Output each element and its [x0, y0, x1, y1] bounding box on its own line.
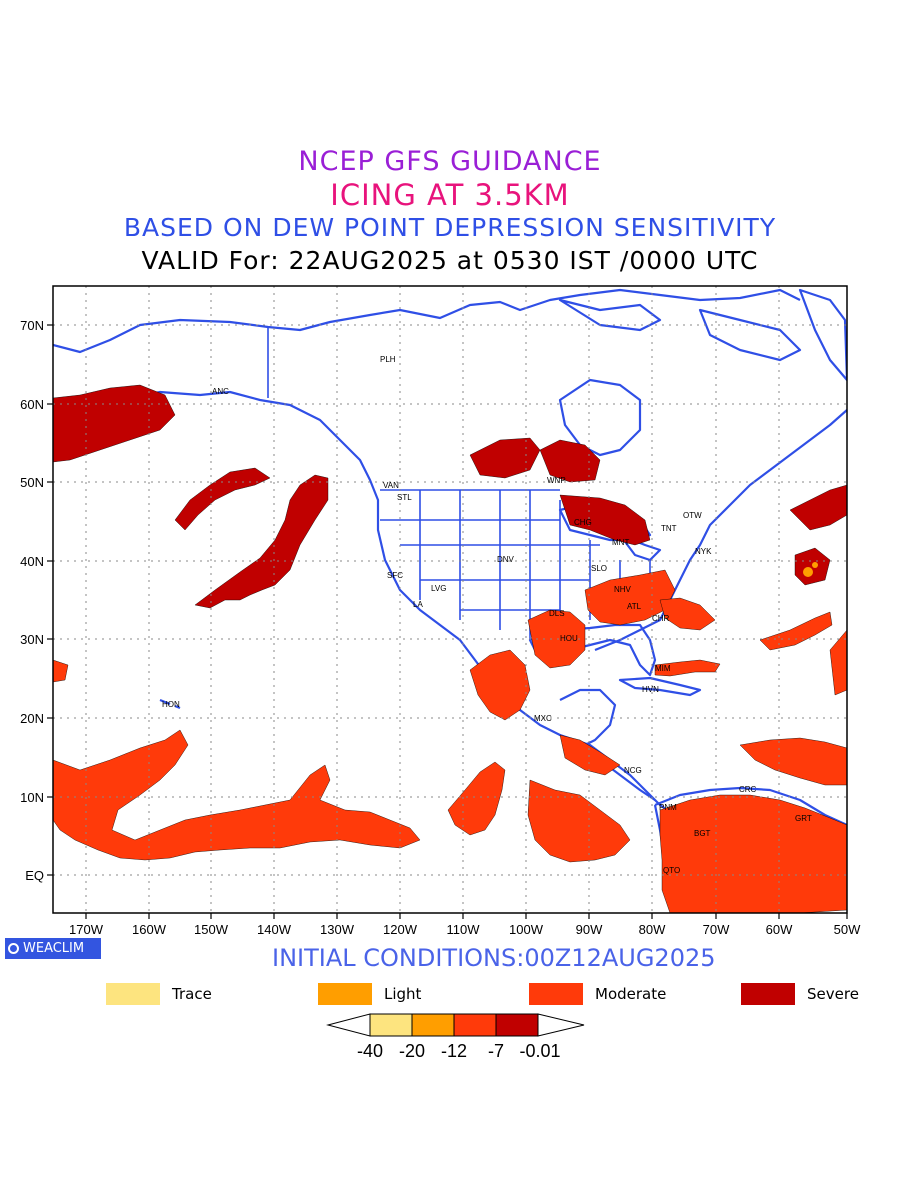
- station-dls: DLS: [549, 609, 565, 618]
- lon-label-90w: 90W: [576, 922, 603, 937]
- lon-label-50w: 50W: [834, 922, 861, 937]
- map-frame: [52, 285, 848, 914]
- map-content: ANC PLH VAN STL WNP TNT OTW NYK DNV SFC …: [53, 286, 847, 913]
- initial-conditions: INITIAL CONDITIONS:00Z12AUG2025: [272, 944, 716, 972]
- lat-label-eq: EQ: [25, 868, 44, 883]
- station-van: VAN: [383, 481, 399, 490]
- station-wnp: WNP: [547, 476, 566, 485]
- lat-label-20n: 20N: [20, 711, 44, 726]
- logo-ring-icon: [8, 943, 19, 954]
- legend-item-moderate: Moderate: [529, 982, 666, 1006]
- station-dnv: DNV: [497, 555, 515, 564]
- station-la: LA: [413, 600, 423, 609]
- station-slo: SLO: [591, 564, 607, 573]
- legend-swatch-moderate: [529, 983, 583, 1005]
- station-mim: MIM: [655, 664, 671, 673]
- logo-text: WEACLIM: [23, 941, 85, 956]
- lat-label-50n: 50N: [20, 475, 44, 490]
- legend-label-light: Light: [384, 985, 422, 1003]
- station-stl: STL: [397, 493, 412, 502]
- station-ncg: NCG: [624, 766, 642, 775]
- station-plh: PLH: [380, 355, 396, 364]
- lon-label-130w: 130W: [320, 922, 355, 937]
- lat-label-70n: 70N: [20, 318, 44, 333]
- lat-label-10n: 10N: [20, 790, 44, 805]
- station-crc: CRC: [739, 785, 757, 794]
- lon-label-70w: 70W: [703, 922, 730, 937]
- title-line-2: ICING AT 3.5KM: [330, 178, 570, 212]
- station-labels: ANC PLH VAN STL WNP TNT OTW NYK DNV SFC …: [162, 355, 812, 875]
- lon-label-100w: 100W: [509, 922, 544, 937]
- title-line-1: NCEP GFS GUIDANCE: [298, 146, 602, 177]
- axis-ticks: [47, 324, 848, 919]
- station-nyk: NYK: [695, 547, 712, 556]
- colorbar-cell-light: [411, 1013, 455, 1037]
- station-lvg: LVG: [431, 584, 446, 593]
- light-icing-areas: [803, 562, 818, 577]
- lon-label-140w: 140W: [257, 922, 292, 937]
- lon-label-60w: 60W: [766, 922, 793, 937]
- station-qto: QTO: [663, 866, 680, 875]
- station-otw: OTW: [683, 511, 702, 520]
- legend-label-trace: Trace: [172, 985, 212, 1003]
- legend-item-trace: Trace: [106, 982, 212, 1006]
- lat-label-60n: 60N: [20, 397, 44, 412]
- title-valid-time: VALID For: 22AUG2025 at 0530 IST /0000 U…: [141, 246, 759, 275]
- station-mnt: MNT: [612, 538, 629, 547]
- title-line-3: BASED ON DEW POINT DEPRESSION SENSITIVIT…: [123, 213, 777, 242]
- weaclim-logo: WEACLIM: [5, 938, 101, 959]
- legend-item-light: Light: [318, 982, 421, 1006]
- colorbar-cell-severe: [495, 1013, 539, 1037]
- lon-label-80w: 80W: [639, 922, 666, 937]
- lon-label-160w: 160W: [132, 922, 167, 937]
- station-tnt: TNT: [661, 524, 677, 533]
- station-atl: ATL: [627, 602, 642, 611]
- station-grt: GRT: [795, 814, 812, 823]
- colorbar-right-arrow: [537, 1013, 585, 1037]
- lon-label-150w: 150W: [194, 922, 229, 937]
- colorbar-cell-moderate: [453, 1013, 497, 1037]
- legend-label-moderate: Moderate: [595, 985, 667, 1003]
- station-hvn: HVN: [642, 685, 659, 694]
- lat-label-30n: 30N: [20, 632, 44, 647]
- station-bgt: BGT: [694, 829, 711, 838]
- colorbar-tick-2: -12: [441, 1041, 467, 1061]
- moderate-icing-areas: [53, 569, 847, 913]
- station-chr: CHR: [652, 614, 670, 623]
- colorbar-tick-0: -40: [357, 1041, 383, 1061]
- colorbar-tick-1: -20: [399, 1041, 425, 1061]
- colorbar: -40 -20 -12 -7 -0.01: [326, 1013, 585, 1061]
- station-mxc: MXC: [534, 714, 552, 723]
- legend-swatch-severe: [741, 983, 795, 1005]
- legend-label-severe: Severe: [807, 985, 859, 1003]
- station-hon: HON: [162, 700, 180, 709]
- legend-swatch-light: [318, 983, 372, 1005]
- lat-label-40n: 40N: [20, 554, 44, 569]
- station-pnm: PNM: [659, 803, 677, 812]
- colorbar-tick-4: -0.01: [519, 1041, 560, 1061]
- station-anc: ANC: [212, 387, 229, 396]
- lon-label-120w: 120W: [383, 922, 418, 937]
- lon-label-110w: 110W: [447, 922, 481, 937]
- severe-icing-areas: [53, 384, 847, 609]
- station-sfc: SFC: [387, 571, 403, 580]
- station-hou: HOU: [560, 634, 578, 643]
- lon-label-170w: 170W: [69, 922, 104, 937]
- colorbar-cell-trace: [369, 1013, 413, 1037]
- colorbar-tick-3: -7: [488, 1041, 504, 1061]
- station-nhv: NHV: [614, 585, 632, 594]
- station-chg: CHG: [574, 518, 592, 527]
- colorbar-left-arrow: [326, 1013, 371, 1037]
- legend-item-severe: Severe: [741, 982, 859, 1006]
- legend-swatch-trace: [106, 983, 160, 1005]
